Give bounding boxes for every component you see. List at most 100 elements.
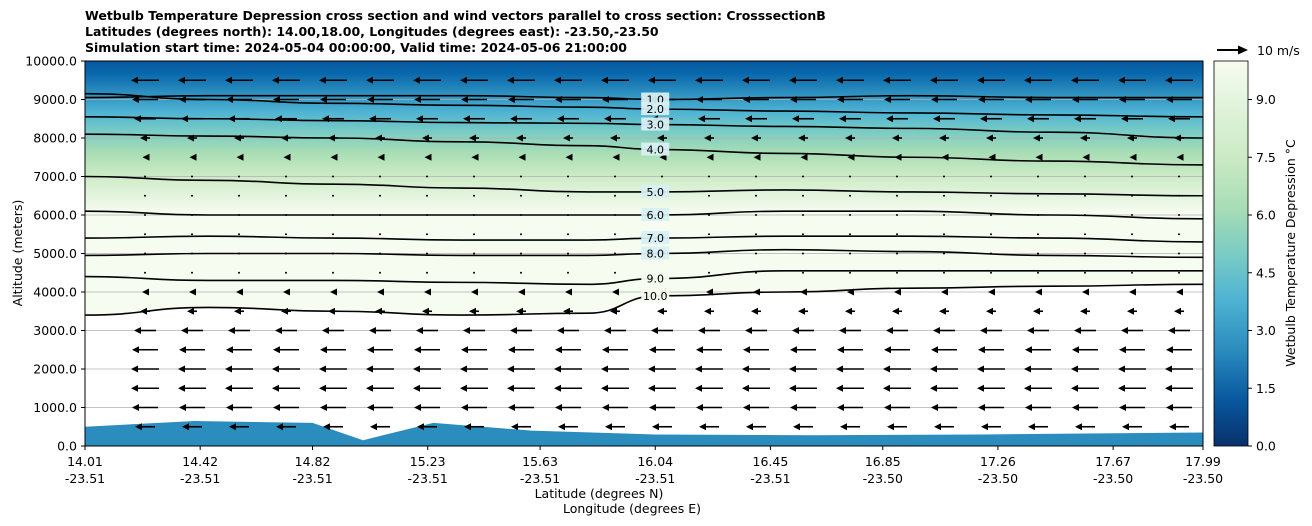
colorbar-tick-label: 6.0: [1256, 208, 1276, 223]
wind-arrowhead: [742, 384, 749, 392]
contour-label: 7.0: [646, 232, 664, 245]
wind-arrowhead: [836, 365, 843, 373]
wind-arrowhead: [933, 115, 940, 123]
wind-vector-dot: [238, 233, 240, 236]
wind-arrowhead: [1174, 307, 1181, 315]
x-tick-lat: 17.67: [1095, 454, 1131, 469]
wind-arrowhead: [980, 115, 987, 123]
wind-vector-dot: [849, 252, 851, 255]
wind-arrowhead: [273, 404, 280, 411]
y-tick-label: 3000.0: [33, 323, 77, 338]
contour-line: [85, 92, 1203, 118]
wind-arrowhead: [651, 327, 658, 334]
wind-vector-dot: [426, 194, 428, 197]
wind-vector-dot: [896, 214, 898, 216]
wind-vector-dot: [1084, 233, 1086, 236]
wind-vector-dot: [802, 175, 804, 178]
wind-arrowhead: [140, 134, 147, 142]
colorbar-tick-label: 0.0: [1256, 439, 1276, 454]
wind-vector-dot: [567, 194, 569, 197]
wind-arrowhead: [228, 327, 235, 334]
wind-arrowhead: [648, 76, 655, 84]
contour-line: [85, 248, 1203, 259]
contour-label: 4.0: [646, 144, 664, 157]
wind-vector-dot: [896, 194, 898, 197]
x-tick-lon: -23.51: [408, 471, 448, 486]
wind-arrowhead: [417, 423, 424, 431]
wind-arrowhead: [753, 153, 761, 161]
wind-arrowhead: [1080, 134, 1087, 142]
wind-arrowhead: [416, 327, 423, 334]
wind-arrowhead: [142, 288, 149, 296]
wind-arrowhead: [790, 346, 797, 354]
wind-vector-dot: [1178, 214, 1180, 216]
contour-label-bg: [641, 117, 670, 131]
wind-arrowhead: [706, 153, 714, 161]
wind-arrowhead: [516, 307, 523, 315]
wind-arrowhead: [1033, 307, 1040, 315]
wind-arrowhead: [988, 153, 996, 161]
x-tick-lon: -23.51: [65, 471, 105, 486]
wind-vector-dot: [1131, 252, 1133, 255]
wind-vector-dot: [379, 194, 381, 197]
wind-arrowhead: [1169, 423, 1176, 431]
wind-arrowhead: [1118, 384, 1125, 392]
wind-vector-dot: [520, 194, 522, 197]
x-tick-lat: 15.23: [410, 454, 446, 469]
wind-arrowhead: [508, 96, 515, 103]
y-tick-label: 8000.0: [33, 131, 77, 146]
wind-arrowhead: [226, 346, 233, 354]
wind-arrowhead: [751, 307, 758, 315]
x-tick-lat: 14.42: [182, 454, 218, 469]
wind-vector-dot: [943, 194, 945, 197]
wind-arrowhead: [1028, 423, 1035, 431]
contour-line: [85, 133, 1203, 166]
wind-arrowhead: [320, 404, 327, 411]
wind-arrowhead: [181, 327, 188, 334]
wind-arrowhead: [792, 115, 799, 123]
contour-label-bg: [641, 208, 670, 221]
wind-arrowhead: [887, 423, 894, 431]
wind-arrowhead: [1166, 404, 1173, 411]
wind-arrowhead: [178, 384, 185, 392]
wind-arrowhead: [1082, 153, 1090, 161]
contour-label-bg: [641, 288, 670, 302]
wind-vector-dot: [708, 233, 710, 236]
x-tick-lat: 14.82: [295, 454, 331, 469]
wind-arrowhead: [322, 327, 329, 334]
wind-arrowhead: [1165, 76, 1172, 84]
wind-arrowhead: [367, 96, 374, 103]
wind-arrowhead: [424, 288, 431, 296]
wind-arrowhead: [507, 365, 514, 373]
wind-arrowhead: [131, 76, 138, 84]
wind-arrowhead: [743, 404, 750, 411]
wind-arrowhead: [1165, 384, 1172, 392]
wind-vector-dot: [520, 233, 522, 236]
wind-arrowhead: [884, 346, 891, 354]
contour-line: [85, 270, 1203, 286]
contour-line: [85, 175, 1203, 197]
wind-arrowhead: [892, 307, 899, 315]
contour-label-bg: [641, 246, 670, 260]
wind-arrowhead: [1129, 153, 1137, 161]
wind-vector-dot: [285, 233, 287, 236]
wind-vector-dot: [332, 175, 334, 178]
wind-vector-dot: [943, 214, 945, 216]
wind-arrowhead: [746, 423, 753, 431]
wind-arrowhead: [892, 134, 899, 142]
title-line-2: Latitudes (degrees north): 14.00,18.00, …: [85, 24, 659, 39]
wind-vector-dot: [755, 252, 757, 255]
contour-line: [85, 210, 1203, 220]
wind-vector-dot: [849, 233, 851, 236]
wind-arrowhead: [320, 96, 327, 103]
wind-arrowhead: [840, 423, 847, 431]
wind-vector-dot: [990, 214, 992, 216]
wind-arrowhead: [883, 384, 890, 392]
wind-arrowhead: [931, 96, 938, 103]
wind-arrowhead: [1121, 327, 1128, 334]
x-tick-lat: 15.63: [522, 454, 558, 469]
wind-arrowhead: [745, 115, 752, 123]
wind-arrowhead: [704, 134, 711, 142]
wind-arrowhead: [839, 327, 846, 334]
wind-vector-dot: [520, 271, 522, 274]
